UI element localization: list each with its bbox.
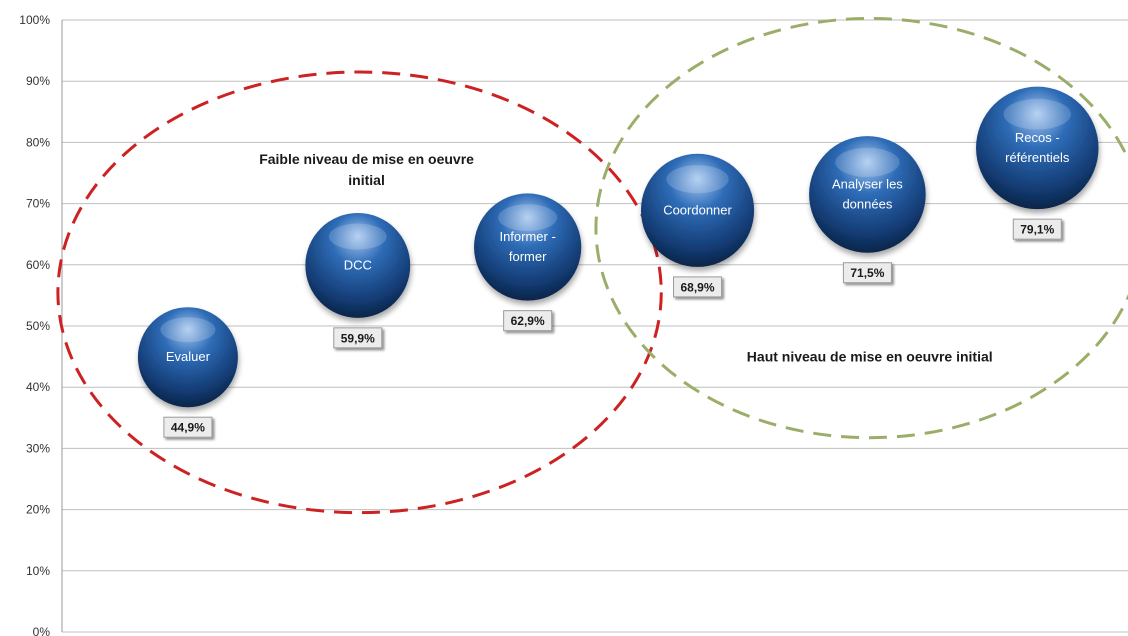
bubble-label: Recos -référentiels (1005, 130, 1070, 165)
y-axis: 0% 10% 20% 30% 40% 50% 60% 70% 80% 90% 100% (19, 13, 63, 636)
data-label-box (1012, 218, 1062, 240)
data-label: 68,9% (681, 280, 715, 294)
bubble-point: Analyser les données 71,5% (809, 136, 926, 284)
bubble-point: Informer -former 62,9% (474, 193, 582, 332)
grid (62, 19, 1128, 633)
bubble-highlight (1003, 98, 1071, 130)
bubbles: Evaluer 44,9% DCC 59,9% Informer -former 62,9… (137, 86, 1099, 438)
data-label: 62,9% (511, 314, 545, 328)
data-label: 59,9% (341, 331, 375, 345)
data-label-box (333, 327, 383, 349)
data-label-box (503, 310, 553, 332)
y-tick-label: 30% (26, 441, 50, 455)
bubble-highlight (835, 147, 900, 177)
bubble-point: Recos -référentiels 79,1% (976, 86, 1099, 240)
bubble (137, 307, 238, 408)
bubble-label: Analyser les données (832, 176, 903, 211)
bubble-label: DCC (344, 257, 372, 272)
bubble-highlight (498, 204, 558, 231)
group-ellipse (594, 17, 1128, 440)
bubble (305, 212, 411, 318)
bubble-label: Coordonner (663, 202, 732, 217)
y-tick-label: 20% (26, 503, 50, 517)
data-label-box (673, 276, 723, 298)
y-tick-label: 80% (26, 135, 50, 149)
bubble (640, 153, 755, 267)
data-label: 71,5% (850, 266, 884, 280)
y-tick-label: 70% (26, 197, 50, 211)
y-tick-label: 10% (26, 564, 50, 578)
bubble (976, 86, 1099, 210)
y-tick-label: 0% (33, 625, 51, 636)
bubble-point: DCC 59,9% (305, 212, 411, 349)
group-label: Faible niveau de mise en oeuvre initial (259, 151, 474, 188)
group-ellipse (56, 70, 663, 515)
group-labels: Faible niveau de mise en oeuvre initial Ha… (259, 151, 992, 365)
bubble-label: Informer -former (499, 229, 555, 264)
y-tick-label: 90% (26, 74, 50, 88)
data-label-box (163, 416, 213, 438)
bubble-highlight (666, 165, 729, 194)
bubble (809, 136, 926, 253)
y-tick-label: 60% (26, 258, 50, 272)
bubble-label: Evaluer (166, 349, 211, 364)
group-label: Haut niveau de mise en oeuvre initial (747, 348, 993, 364)
y-tick-label: 50% (26, 319, 50, 333)
y-tick-label: 40% (26, 380, 50, 394)
bubble (474, 193, 582, 301)
group-outlines (56, 17, 1128, 515)
y-tick-label: 100% (19, 13, 50, 27)
data-label-box (842, 262, 892, 284)
bubble-point: Coordonner 68,9% (640, 153, 755, 298)
bubble-highlight (160, 317, 216, 343)
data-label: 79,1% (1020, 223, 1054, 237)
bubble-highlight (328, 223, 387, 250)
bubble-point: Evaluer 44,9% (137, 307, 238, 438)
data-label: 44,9% (171, 421, 205, 435)
